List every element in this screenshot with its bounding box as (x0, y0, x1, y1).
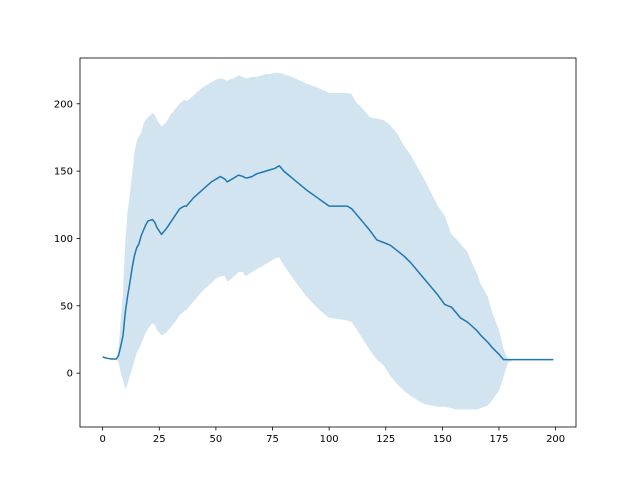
x-tick-label: 75 (266, 434, 279, 445)
line-layer (102, 164, 554, 361)
axes-frame (79, 57, 577, 428)
x-tick-label: 100 (320, 434, 339, 445)
x-tick-label: 175 (489, 434, 508, 445)
y-tick-label: 100 (54, 234, 73, 245)
y-tick-label: 0 (67, 369, 73, 380)
y-tick-label: 200 (54, 99, 73, 110)
y-tick-label: 150 (54, 167, 73, 178)
x-tick-label: 150 (433, 434, 452, 445)
x-tick-label: 125 (376, 434, 395, 445)
band-layer (102, 72, 554, 410)
mean-line (102, 164, 554, 361)
x-tick-label: 50 (210, 434, 223, 445)
x-axis: 0 25 50 75 100 125 150 175 200 (99, 427, 565, 445)
x-tick-label: 200 (546, 434, 565, 445)
x-tick-label: 0 (99, 434, 105, 445)
x-tick-label: 25 (153, 434, 166, 445)
y-tick-label: 50 (60, 301, 73, 312)
confidence-band (102, 72, 554, 410)
y-axis: 0 50 100 150 200 (54, 99, 80, 380)
